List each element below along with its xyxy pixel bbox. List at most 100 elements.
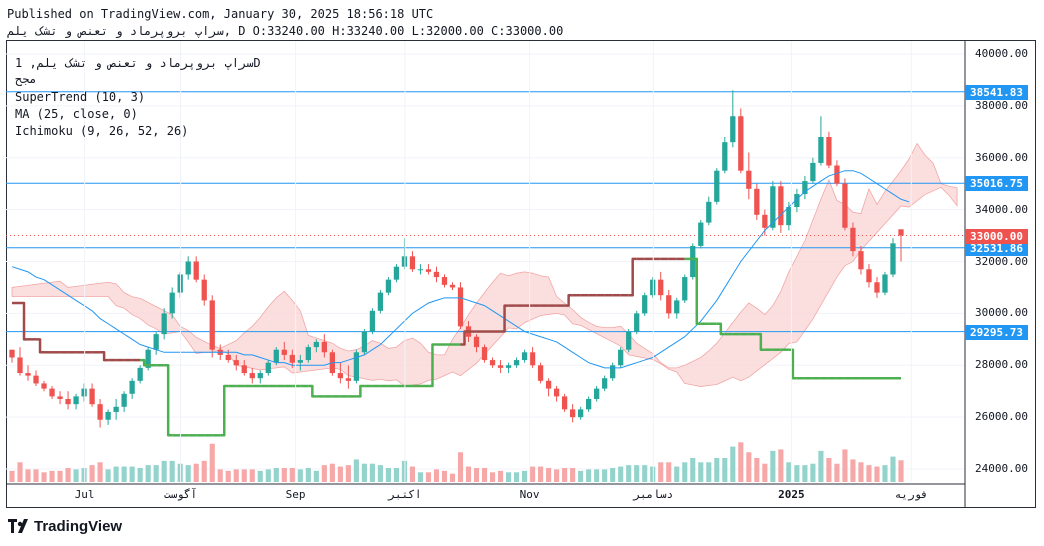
volume-bar [257, 470, 263, 482]
candle-body [521, 352, 528, 361]
candle-body [682, 277, 688, 301]
supertrend-segment [564, 293, 573, 307]
volume-bar [698, 462, 704, 482]
volume-bar [329, 463, 335, 482]
volume-bar [682, 462, 688, 482]
level-price-badge: 38541.83 [965, 84, 1028, 100]
volume-bar [185, 465, 191, 482]
volume-bar [730, 446, 736, 482]
candle-body [65, 398, 71, 405]
candle-body [722, 142, 728, 171]
candle-body [842, 183, 848, 228]
volume-bar [441, 470, 448, 482]
candle-body [866, 269, 872, 283]
volume-bar [401, 460, 408, 482]
candle-body [650, 279, 656, 296]
candle-body [537, 365, 544, 381]
volume-bar [594, 469, 600, 482]
volume-bar [353, 459, 359, 482]
candle-body [569, 409, 576, 418]
y-tick-label: 40000.00 [975, 46, 1028, 60]
candle-body [9, 349, 15, 358]
candle-body [594, 388, 600, 399]
volume-bar [473, 468, 480, 482]
volume-bar [345, 465, 351, 482]
volume-bar [153, 465, 159, 482]
supertrend-segment [356, 384, 365, 398]
candle-body [505, 365, 512, 368]
volume-bar [393, 468, 399, 482]
supertrend-segment [460, 330, 469, 346]
legend-ma[interactable]: MA (25, close, 0) [15, 107, 138, 121]
volume-bar [514, 472, 520, 482]
volume-bar [41, 472, 47, 482]
volume-bar [794, 465, 800, 482]
candle-body [97, 404, 103, 420]
volume-bar [810, 463, 816, 482]
candle-body [169, 292, 175, 314]
x-tick-label: Jul [74, 488, 95, 501]
level-price-badge: 35016.75 [965, 176, 1028, 192]
candle-body [281, 349, 287, 355]
volume-bar [658, 462, 664, 482]
candle-body [489, 360, 496, 366]
candle-body [762, 214, 768, 228]
candle-body [810, 162, 816, 182]
candle-body [802, 181, 808, 195]
published-header: Published on TradingView.com, January 30… [7, 7, 434, 21]
volume-bar [281, 468, 287, 482]
candle-body [658, 279, 664, 296]
candle-body [57, 396, 63, 399]
volume-bar [73, 469, 79, 482]
candle-body [81, 388, 87, 397]
candle-body [241, 365, 247, 374]
volume-bar [650, 466, 656, 482]
candle-body [321, 341, 327, 353]
volume-bar [313, 470, 319, 482]
candle-body [185, 261, 191, 275]
candle-body [433, 271, 440, 278]
volume-bar [81, 468, 87, 482]
candle-body [626, 331, 632, 350]
candle-body [225, 354, 231, 361]
candle-body [898, 229, 904, 236]
candle-body [634, 313, 640, 332]
candle-body [153, 334, 159, 350]
candle-body [137, 367, 143, 381]
symbol-ohlc-line: سراپ بروپرماد و تعنص و تشک یلم, D O:3324… [7, 24, 564, 38]
volume-bar [610, 468, 616, 482]
volume-bar [850, 459, 856, 482]
volume-bar [289, 468, 295, 482]
volume-bar [842, 449, 848, 482]
volume-bar [241, 469, 247, 482]
candle-body [17, 357, 23, 374]
candle-body [417, 269, 424, 271]
candle-body [265, 362, 271, 374]
volume-bar [522, 470, 528, 482]
legend-ichimoku[interactable]: Ichimoku (9, 26, 52, 26) [15, 124, 189, 138]
supertrend-segment [692, 257, 701, 326]
candle-body [273, 349, 279, 363]
chart-frame[interactable] [6, 40, 1036, 508]
candle-body [577, 409, 584, 418]
supertrend-segment [140, 358, 149, 367]
tradingview-brand[interactable]: TradingView [8, 518, 122, 535]
candle-body [794, 194, 800, 208]
level-price-badge: 29295.73 [965, 324, 1028, 340]
candle-body [289, 354, 295, 363]
candle-body [826, 136, 832, 166]
supertrend-segment [628, 257, 637, 297]
volume-bar [449, 473, 456, 482]
candle-body [25, 373, 31, 376]
ichimoku-cloud [11, 142, 958, 387]
candle-body [297, 360, 303, 363]
y-tick-label: 28000.00 [975, 358, 1028, 372]
candle-body [257, 373, 263, 379]
x-tick-label: اکتبر [388, 488, 422, 501]
supertrend-segment [36, 338, 45, 354]
volume-bar [321, 465, 327, 482]
volume-bar [89, 465, 95, 482]
x-tick-label: 2025 [778, 488, 805, 501]
legend-supertrend[interactable]: SuperTrend (10, 3) [15, 90, 146, 104]
